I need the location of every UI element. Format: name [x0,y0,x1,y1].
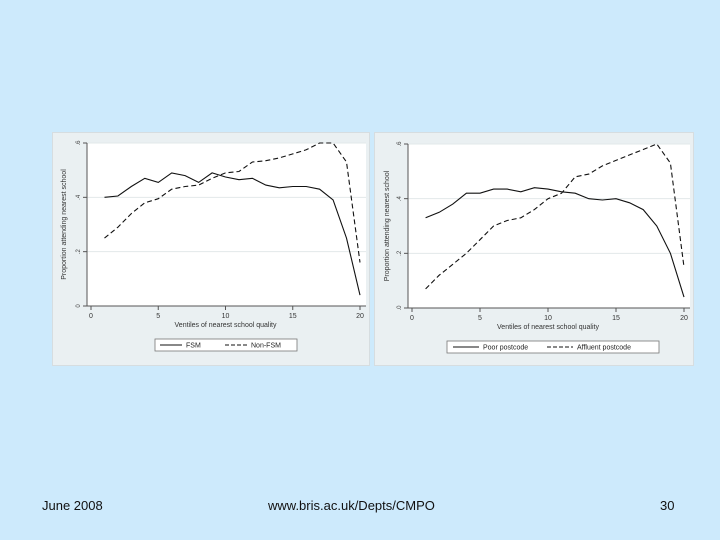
left-x-tick-label: 15 [289,313,297,320]
left-x-axis-title: Ventiles of nearest school quality [175,322,277,329]
left-y-tick-label: .2 [76,249,82,255]
left-series-non-fsm-line [104,142,361,263]
left-x-tick-label: 5 [156,313,160,320]
right-x-axis-title: Ventiles of nearest school quality [497,324,599,331]
left-y-tick-label: 0 [76,304,82,308]
footer-date: June 2008 [42,498,103,513]
right-y-tick-label: .2 [397,250,403,256]
left-x-tick-label: 20 [356,313,364,320]
left-legend-label: FSM [186,343,201,350]
right-x-tick-label: 10 [544,315,552,322]
right-series-affluent-postcode-line [425,143,685,290]
chart-panel-fsm: 0 .2 .4 .6 0 5 10 15 20 Ventiles of nearest schoo… [52,132,370,366]
left-y-tick-label: .6 [76,140,82,146]
left-x-tick-label: 10 [222,313,230,320]
right-legend-label: Affluent postcode [577,345,631,352]
right-x-tick-label: 20 [680,315,688,322]
right-legend-label: Poor postcode [483,345,528,352]
right-series-poor-postcode-line [425,187,685,298]
left-x-tick-label: 0 [89,313,93,320]
left-plot-area [87,143,366,306]
right-y-tick-label: .4 [397,196,403,202]
left-series-fsm-line [104,172,361,296]
right-y-tick-label: .6 [397,141,403,147]
right-x-tick-label: 0 [410,315,414,322]
footer-url: www.bris.ac.uk/Depts/CMPO [268,498,435,513]
chart-fsm-vs-nonfsm: 0 .2 .4 .6 0 5 10 15 20 Ventiles of nearest schoo… [61,140,366,352]
right-y-tick-label: .0 [397,305,403,311]
right-x-tick-label: 5 [478,315,482,322]
right-plot-area [408,144,690,308]
page-number: 30 [660,498,675,513]
left-legend-label: Non-FSM [251,343,281,350]
right-x-tick-label: 15 [612,315,620,322]
right-y-axis-title: Proportion attending nearest school [384,170,391,281]
chart-panel-postcode: .0 .2 .4 .6 0 5 10 15 20 Ventiles of nearest scho… [374,132,694,366]
chart-poor-vs-affluent: .0 .2 .4 .6 0 5 10 15 20 Ventiles of nearest scho… [384,141,690,354]
left-y-axis-title: Proportion attending nearest school [61,169,68,280]
left-y-tick-label: .4 [76,194,82,200]
